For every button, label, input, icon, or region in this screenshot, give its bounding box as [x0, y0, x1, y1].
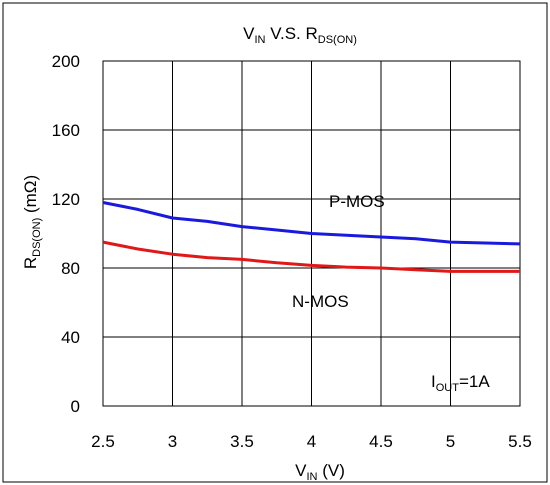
- ylabel-sub: DS(ON): [31, 218, 43, 257]
- series-label-p-mos: P-MOS: [329, 192, 385, 211]
- xlabel-tail: (V): [317, 461, 344, 480]
- y-tick-label: 120: [52, 190, 80, 209]
- ylabel-tail: (mΩ): [21, 175, 40, 218]
- ylabel-r: R: [21, 257, 40, 269]
- y-tick-label: 0: [71, 397, 80, 416]
- y-tick-label: 160: [52, 121, 80, 140]
- chart-title: VIN V.S. RDS(ON): [243, 24, 357, 46]
- annotation-tail: =1A: [459, 372, 490, 391]
- y-tick-label: 40: [61, 328, 80, 347]
- y-axis-label: RDS(ON) (mΩ): [21, 175, 43, 269]
- series-line-n-mos: [102, 240, 520, 273]
- x-tick-label: 3: [168, 432, 177, 451]
- y-tick-label: 80: [61, 259, 80, 278]
- x-tick-labels: 2.5 3 3.5 4 4.5 5 5.5: [91, 432, 532, 451]
- annotation-iout: IOUT=1A: [431, 372, 490, 394]
- series-layer: [102, 201, 521, 273]
- xlabel-v: V: [295, 461, 307, 480]
- xlabel-sub: IN: [306, 471, 317, 483]
- x-axis-label: VIN (V): [295, 461, 345, 483]
- title-r-sub: DS(ON): [318, 34, 357, 46]
- x-tick-label: 4: [307, 432, 316, 451]
- series-line-p-mos: [102, 201, 521, 246]
- title-middle: V.S. R: [265, 24, 317, 43]
- x-tick-label: 5: [446, 432, 455, 451]
- title-v: V: [243, 24, 255, 43]
- x-tick-label: 2.5: [91, 432, 115, 451]
- annotation-i: I: [431, 372, 436, 391]
- series-label-n-mos: N-MOS: [292, 292, 349, 311]
- x-tick-label: 3.5: [230, 432, 254, 451]
- x-tick-label: 4.5: [369, 432, 393, 451]
- x-tick-label: 5.5: [508, 432, 532, 451]
- annotation-sub: OUT: [436, 382, 460, 394]
- y-tick-labels: 0 40 80 120 160 200: [52, 52, 80, 416]
- y-tick-label: 200: [52, 52, 80, 71]
- title-v-sub: IN: [254, 34, 265, 46]
- plot-area: [102, 60, 521, 407]
